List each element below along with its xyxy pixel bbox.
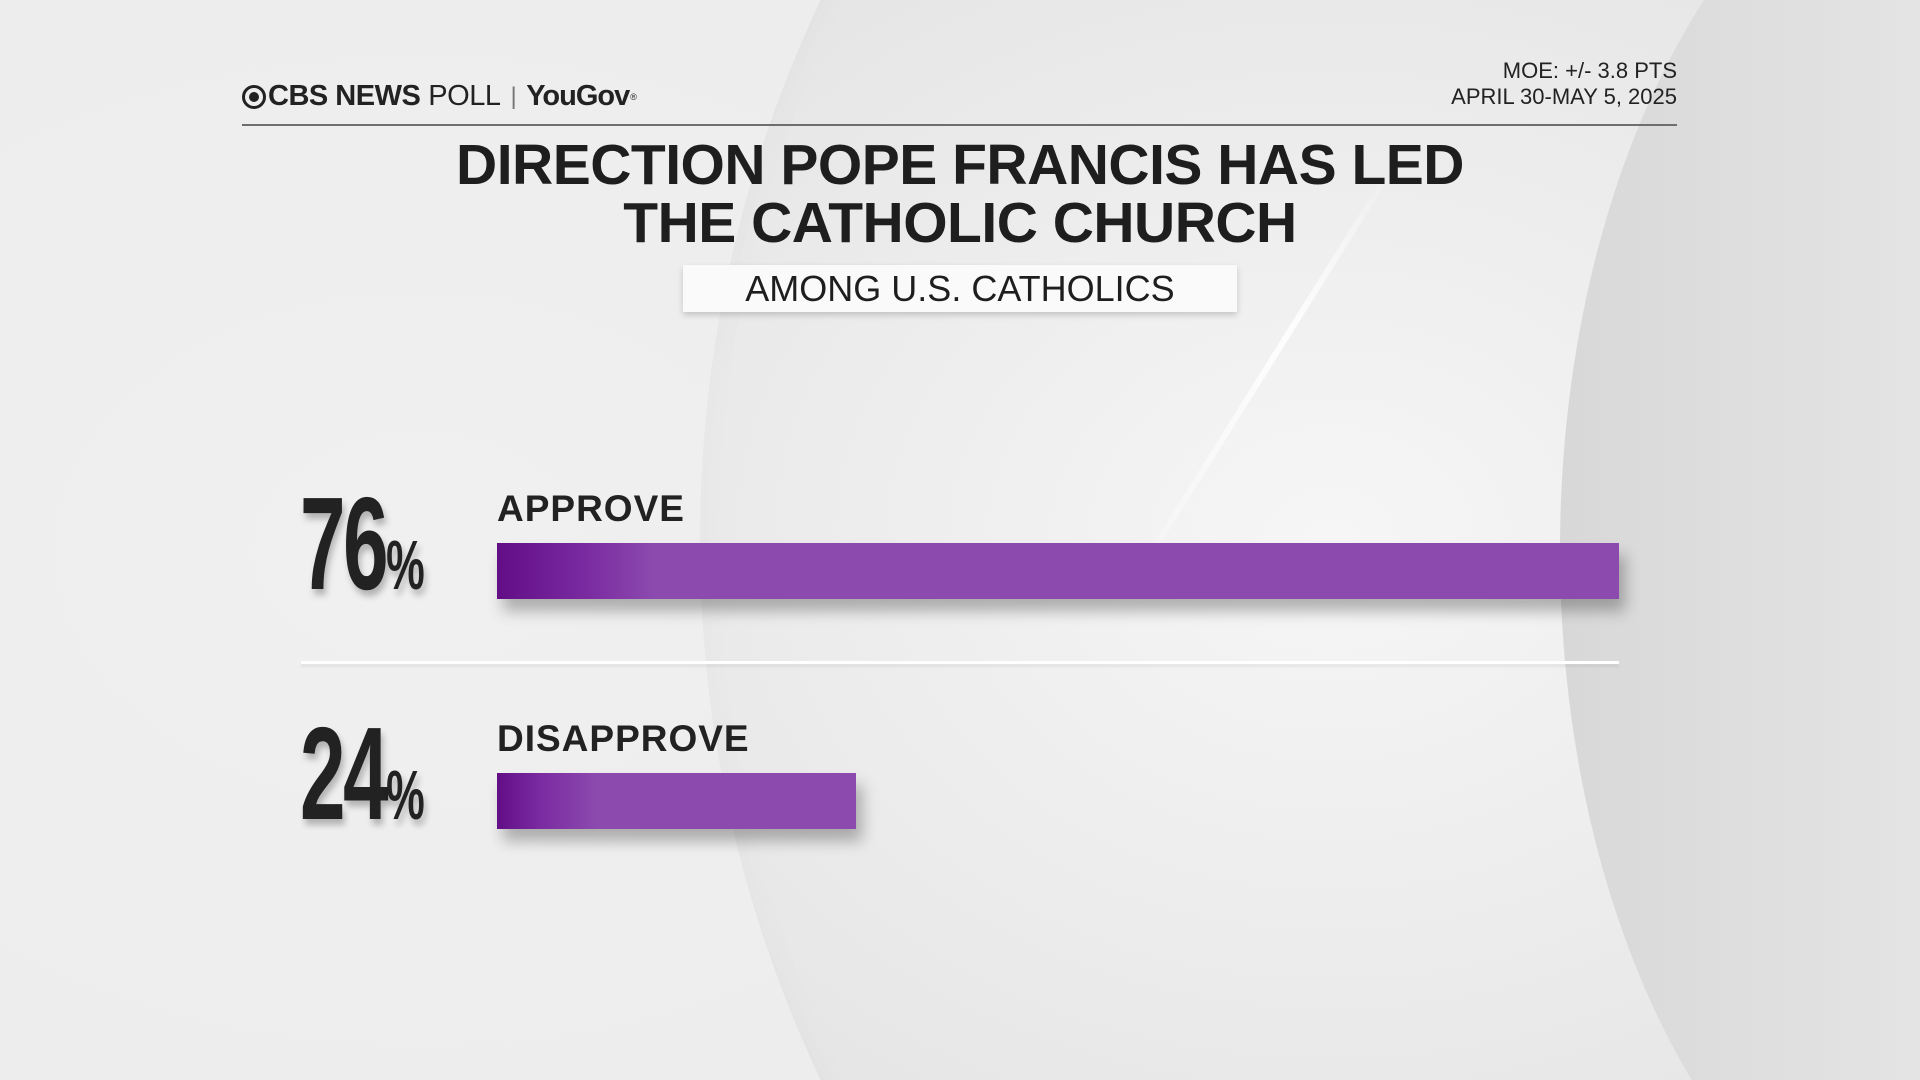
poll-meta: MOE: +/- 3.8 PTS APRIL 30-MAY 5, 2025 xyxy=(1451,58,1677,110)
approve-bar xyxy=(497,543,1619,599)
margin-of-error: MOE: +/- 3.8 PTS xyxy=(1502,58,1677,83)
registered-mark: ® xyxy=(630,91,637,102)
poll-dates: APRIL 30-MAY 5, 2025 xyxy=(1451,84,1677,109)
chart-subtitle: AMONG U.S. CATHOLICS xyxy=(683,265,1237,312)
background-arc-right xyxy=(1560,0,1920,1080)
logo-separator: | xyxy=(510,82,517,110)
approve-value: 76 xyxy=(300,470,389,617)
approve-label: APPROVE xyxy=(497,488,685,529)
row-divider xyxy=(301,661,1619,664)
logo-cbs-news: CBS NEWS xyxy=(268,80,421,112)
cbs-yougov-logo: CBS NEWS POLL | YouGov ® xyxy=(242,80,637,113)
disapprove-value: 24 xyxy=(300,700,389,847)
disapprove-percentage: 24% xyxy=(300,708,425,861)
cbs-eye-icon xyxy=(242,84,266,109)
approve-percentage: 76% xyxy=(300,478,425,631)
percent-sign: % xyxy=(386,526,425,604)
title-line-2: THE CATHOLIC CHURCH xyxy=(623,191,1297,255)
bar-row-disapprove: 24% DISAPPROVE xyxy=(300,708,1620,840)
chart-title: DIRECTION POPE FRANCIS HAS LED THE CATHO… xyxy=(0,136,1920,252)
disapprove-bar xyxy=(497,773,856,829)
header: CBS NEWS POLL | YouGov ® MOE: +/- 3.8 PT… xyxy=(242,58,1677,126)
title-line-1: DIRECTION POPE FRANCIS HAS LED xyxy=(456,133,1464,197)
disapprove-label: DISAPPROVE xyxy=(497,718,750,759)
logo-poll: POLL xyxy=(428,80,501,112)
percent-sign: % xyxy=(386,756,425,834)
bar-row-approve: 76% APPROVE xyxy=(300,478,1620,610)
logo-yougov: YouGov xyxy=(526,80,630,112)
